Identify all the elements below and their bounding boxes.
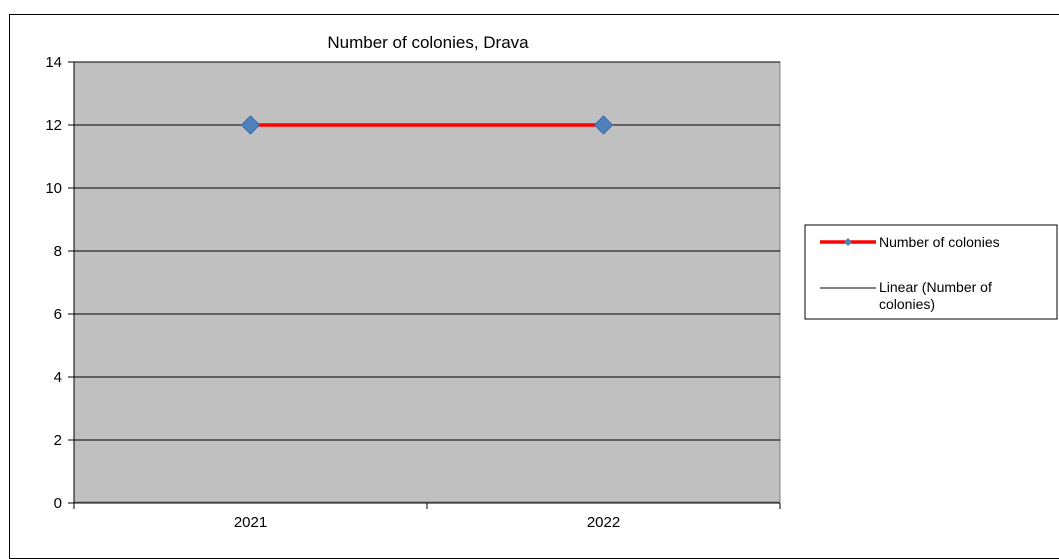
y-tick-labels: 0 2 4 6 8 10 12 14 [45, 54, 62, 512]
y-tick-label: 8 [54, 243, 62, 260]
data-point-2021 [240, 115, 261, 135]
y-tick-label: 10 [45, 180, 62, 197]
x-axis [73, 502, 781, 509]
x-tick-label-2022: 2022 [587, 514, 620, 531]
data-point-2022 [593, 115, 614, 135]
chart-title: Number of colonies, Drava [327, 33, 529, 52]
grid-lines [74, 61, 780, 441]
y-axis [68, 61, 75, 504]
legend-series-marker [844, 238, 852, 246]
series-layer [240, 115, 614, 135]
y-tick-label: 4 [54, 369, 62, 386]
y-tick-label: 12 [45, 117, 62, 134]
plot-area [73, 61, 781, 503]
legend-label-number-of-colonies: Number of colonies [879, 234, 1000, 250]
y-tick-label: 0 [54, 495, 62, 512]
legend-label-linear-line1: Linear (Number of [879, 279, 992, 295]
y-tick-label: 2 [54, 432, 62, 449]
y-tick-label: 6 [54, 306, 62, 323]
x-tick-label-2021: 2021 [234, 514, 267, 531]
legend: Number of colonies Linear (Number of col… [804, 224, 1058, 320]
y-tick-label: 14 [45, 54, 62, 71]
x-tick-labels: 2021 2022 [234, 514, 620, 531]
legend-label-linear-line2: colonies) [879, 296, 935, 312]
